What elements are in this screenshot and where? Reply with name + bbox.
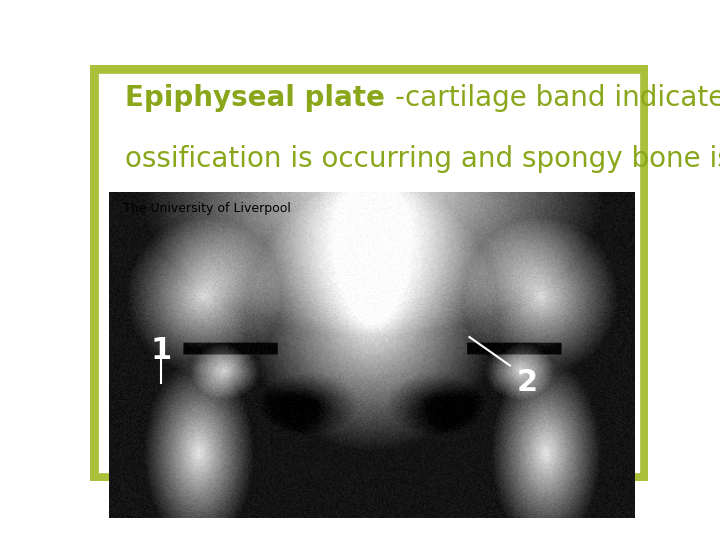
Text: 2: 2 xyxy=(517,368,538,397)
FancyBboxPatch shape xyxy=(90,65,648,481)
Text: Epiphyseal plate: Epiphyseal plate xyxy=(125,84,394,112)
Text: -cartilage band indicates: -cartilage band indicates xyxy=(395,84,720,112)
Text: being deposited: being deposited xyxy=(125,206,348,234)
Text: 1: 1 xyxy=(150,336,171,364)
Text: ossification is occurring and spongy bone is: ossification is occurring and spongy bon… xyxy=(125,145,720,173)
Text: The University of Liverpool: The University of Liverpool xyxy=(122,202,290,215)
